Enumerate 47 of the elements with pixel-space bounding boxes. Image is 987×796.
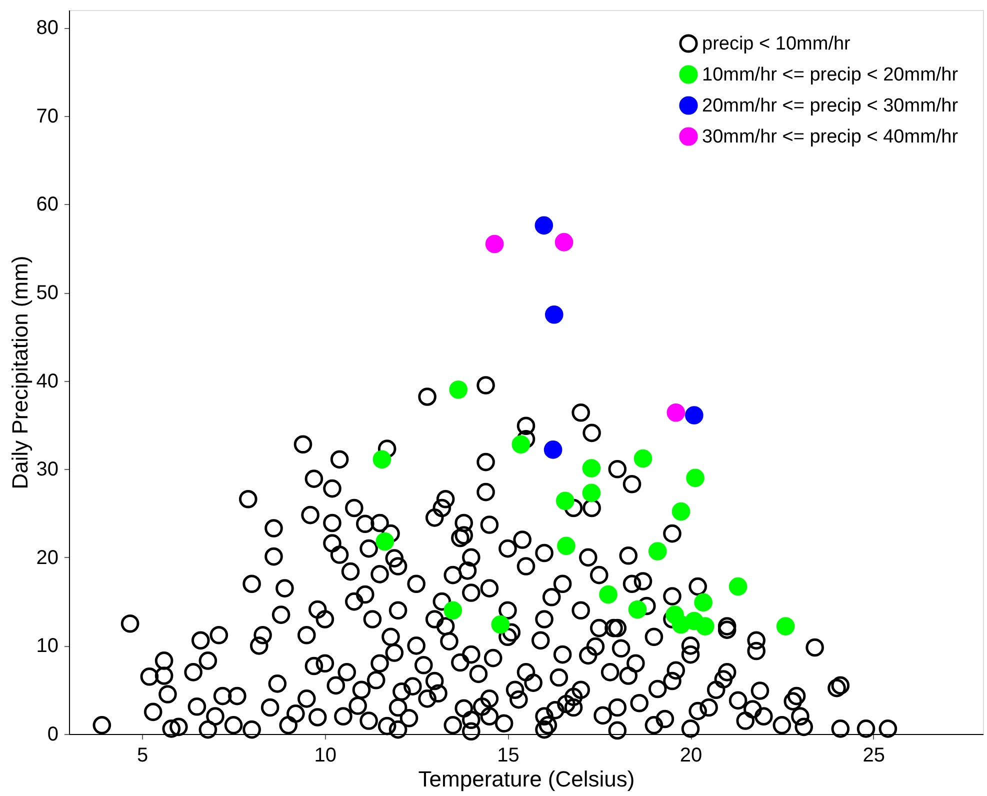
legend-label: 30mm/hr <= precip < 40mm/hr: [702, 126, 959, 148]
point: [686, 468, 704, 488]
point: [672, 502, 690, 521]
y-tick-label: 40: [36, 370, 58, 392]
point: [582, 484, 601, 502]
point: [696, 617, 714, 636]
y-tick-label: 30: [36, 458, 58, 481]
y-tick-label: 80: [36, 17, 58, 40]
y-axis-title: Daily Precipitation (mm): [7, 256, 32, 490]
point: [685, 406, 704, 424]
legend-label: 20mm/hr <= precip < 30mm/hr: [702, 96, 959, 116]
y-tick-label: 60: [36, 194, 58, 216]
x-tick-label: 15: [497, 744, 520, 766]
y-tick-label: 50: [36, 282, 58, 304]
point: [534, 216, 554, 235]
point: [599, 585, 618, 604]
point: [666, 403, 686, 422]
point: [544, 305, 564, 324]
y-tick-label: 70: [36, 105, 58, 128]
legend-label: 10mm/hr <= precip < 20mm/hr: [702, 64, 959, 86]
point: [544, 440, 562, 459]
point: [512, 435, 530, 454]
y-tick-label: 20: [36, 546, 58, 569]
point: [491, 615, 510, 634]
point: [648, 542, 667, 560]
x-tick-label: 25: [862, 744, 885, 766]
point: [444, 601, 462, 620]
y-tick-label: 0: [47, 724, 58, 746]
point: [776, 617, 795, 636]
point: [554, 233, 574, 252]
point: [634, 449, 652, 468]
point: [485, 234, 504, 254]
legend-label: precip < 10mm/hr: [702, 34, 852, 54]
point: [449, 380, 468, 399]
point: [694, 593, 712, 612]
x-tick-label: 5: [137, 744, 148, 766]
x-tick-label: 20: [680, 744, 702, 766]
x-tick-label: 10: [314, 744, 337, 766]
point: [582, 459, 601, 478]
point: [372, 450, 392, 469]
point: [628, 600, 647, 619]
point: [557, 536, 576, 556]
y-tick-label: 10: [36, 635, 58, 658]
x-axis-title: Temperature (Celsius): [418, 766, 635, 792]
point: [728, 577, 748, 596]
point: [376, 532, 394, 551]
point: [556, 492, 574, 510]
